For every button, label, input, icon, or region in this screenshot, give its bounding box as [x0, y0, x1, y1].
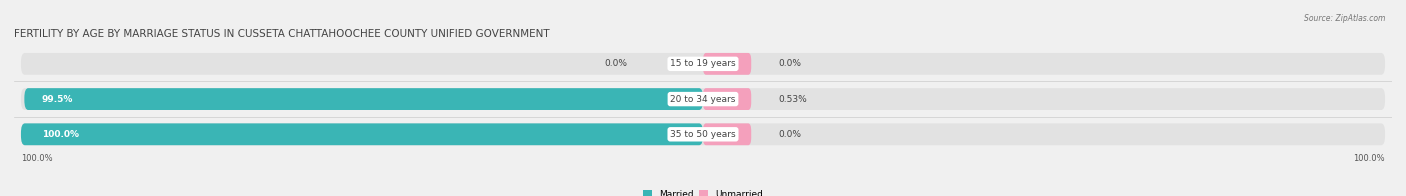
Text: 99.5%: 99.5% — [42, 95, 73, 103]
FancyBboxPatch shape — [21, 123, 1385, 145]
FancyBboxPatch shape — [703, 53, 751, 75]
FancyBboxPatch shape — [21, 53, 1385, 75]
Text: 15 to 19 years: 15 to 19 years — [671, 59, 735, 68]
Text: 100.0%: 100.0% — [42, 130, 79, 139]
FancyBboxPatch shape — [703, 88, 751, 110]
FancyBboxPatch shape — [703, 123, 751, 145]
Text: 100.0%: 100.0% — [1354, 154, 1385, 163]
FancyBboxPatch shape — [21, 88, 1385, 110]
Text: 20 to 34 years: 20 to 34 years — [671, 95, 735, 103]
FancyBboxPatch shape — [24, 88, 703, 110]
Text: 0.0%: 0.0% — [605, 59, 627, 68]
Text: 0.53%: 0.53% — [779, 95, 807, 103]
Text: 100.0%: 100.0% — [21, 154, 52, 163]
Text: 0.0%: 0.0% — [779, 130, 801, 139]
FancyBboxPatch shape — [21, 123, 703, 145]
Text: Source: ZipAtlas.com: Source: ZipAtlas.com — [1303, 14, 1385, 23]
Text: 35 to 50 years: 35 to 50 years — [671, 130, 735, 139]
Text: FERTILITY BY AGE BY MARRIAGE STATUS IN CUSSETA CHATTAHOOCHEE COUNTY UNIFIED GOVE: FERTILITY BY AGE BY MARRIAGE STATUS IN C… — [14, 29, 550, 39]
Legend: Married, Unmarried: Married, Unmarried — [640, 186, 766, 196]
Text: 0.0%: 0.0% — [779, 59, 801, 68]
